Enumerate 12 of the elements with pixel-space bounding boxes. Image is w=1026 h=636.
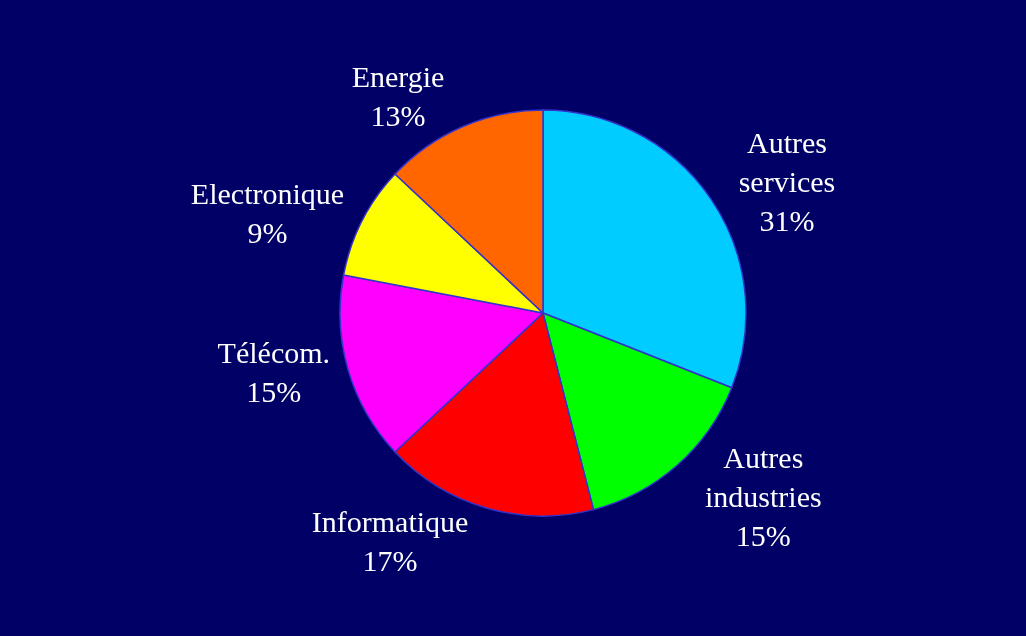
data-label: 9%: [247, 216, 288, 250]
slice-label: Energie: [351, 60, 445, 94]
data-label: 17%: [362, 544, 418, 578]
data-label: 15%: [735, 519, 791, 552]
slice-label: Autres services: [738, 125, 836, 198]
slice-label: Informatique: [311, 505, 469, 539]
slice-label: Autres industries: [705, 441, 822, 513]
slice-label: Télécom.: [217, 336, 331, 370]
data-label: 15%: [246, 375, 302, 409]
data-label: 13%: [370, 99, 426, 133]
data-label: 31%: [759, 203, 815, 237]
slice-label: Electronique: [190, 177, 345, 211]
